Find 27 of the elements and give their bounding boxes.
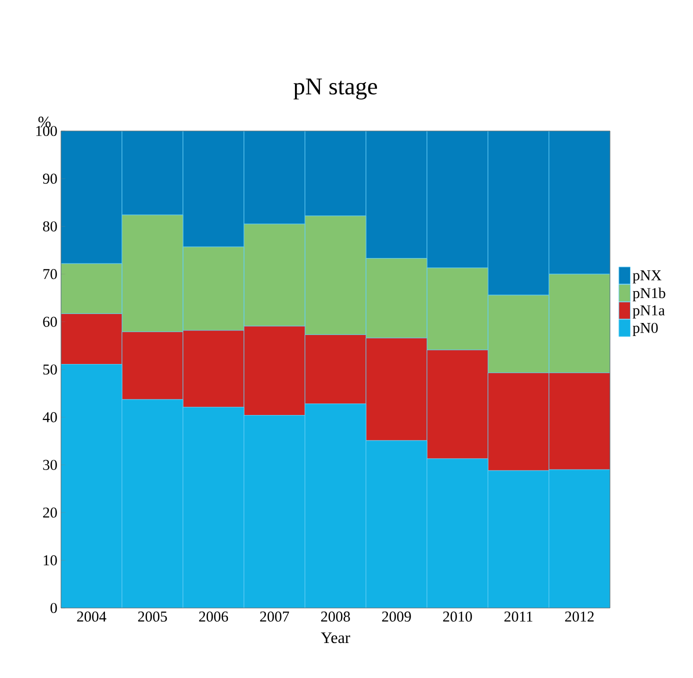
y-tick-label: 0 xyxy=(50,602,57,614)
chart-title: pN stage xyxy=(294,78,377,100)
x-tick-label: 2007 xyxy=(260,612,290,622)
y-tick-label: 60 xyxy=(43,316,57,327)
y-tick-label: 10 xyxy=(44,555,57,566)
y-tick-label: 90 xyxy=(42,174,57,184)
y-axis-title: % xyxy=(38,116,51,128)
x-tick-label: 2008 xyxy=(321,612,350,622)
x-axis-title: Year xyxy=(320,632,350,644)
y-tick-label: 50 xyxy=(43,364,57,375)
y-tick-label: 30 xyxy=(43,460,57,470)
y-tick-label: 40 xyxy=(42,412,57,422)
x-tick-label: 2005 xyxy=(138,612,167,622)
y-tick-label: 80 xyxy=(43,221,57,232)
legend-label: pN0 xyxy=(632,322,658,336)
x-tick-label: 2010 xyxy=(443,612,472,622)
legend-label: pN1a xyxy=(632,305,665,318)
x-tick-label: 2011 xyxy=(504,612,532,622)
x-tick-label: 2009 xyxy=(382,612,411,622)
y-tick-label: 100 xyxy=(36,126,57,136)
y-tick-label: 20 xyxy=(43,508,57,518)
x-tick-label: 2004 xyxy=(77,612,106,622)
x-tick-label: 2012 xyxy=(565,612,594,622)
x-tick-label: 2006 xyxy=(199,612,228,622)
y-tick-label: 70 xyxy=(43,269,57,280)
legend-label: pNX xyxy=(632,270,662,284)
legend-label: pN1b xyxy=(632,288,666,302)
